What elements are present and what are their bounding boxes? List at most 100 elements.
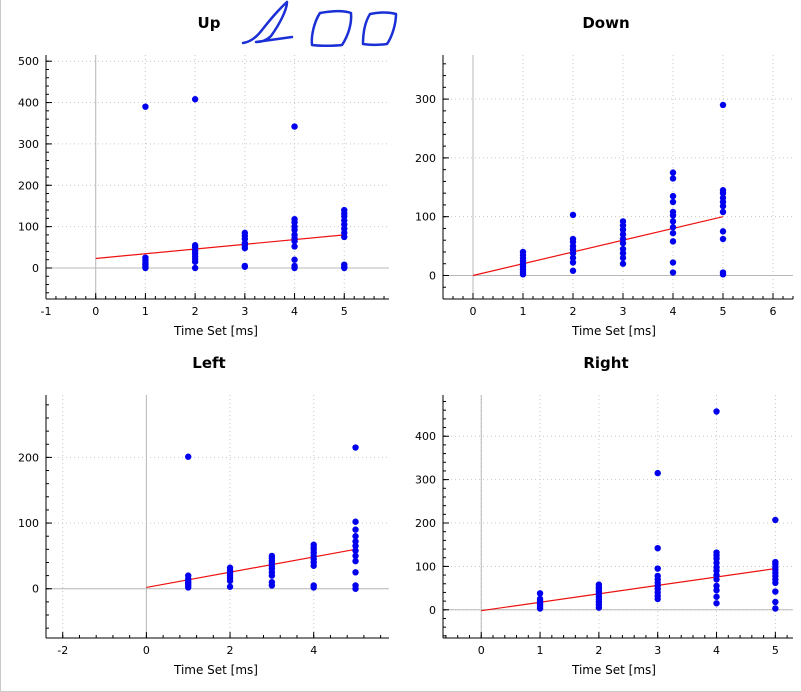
y-tick-label: 0 xyxy=(32,262,39,275)
y-tick-label: 0 xyxy=(32,583,39,596)
y-tick-label: 400 xyxy=(18,97,39,110)
data-point xyxy=(569,254,577,262)
data-point xyxy=(669,259,677,266)
data-point xyxy=(619,226,627,233)
data-point xyxy=(226,583,234,590)
x-tick-label: 4 xyxy=(291,305,298,318)
y-tick-label: 0 xyxy=(429,604,436,617)
plot-area-up: -1 0 1 2 3 4 5 0 100 200 300 400 500 xyxy=(18,55,389,318)
x-tick-label: 4 xyxy=(310,644,317,657)
chart-panel-left: Left -2 0 2 4 0 100 200 Time Set [ms] xyxy=(18,354,389,677)
data-point xyxy=(569,211,577,219)
data-point xyxy=(268,582,276,589)
x-tick-label: -1 xyxy=(41,305,52,318)
data-point xyxy=(772,605,779,612)
data-point xyxy=(669,238,677,245)
data-point xyxy=(352,552,359,560)
y-tick-label: 200 xyxy=(415,517,436,530)
chart-title: Down xyxy=(582,14,629,32)
chart-title: Up xyxy=(198,14,221,32)
y-tick-label: 100 xyxy=(18,517,39,530)
x-tick-label: 2 xyxy=(192,305,199,318)
x-tick-label: 5 xyxy=(720,305,727,318)
data-point xyxy=(619,260,627,267)
chart-panel-right: Right 0 1 2 3 4 5 0 100 200 300 400 Time Set [ms] xyxy=(415,354,793,677)
data-point xyxy=(669,198,677,206)
x-tick-label: 3 xyxy=(654,644,661,657)
trend-line xyxy=(95,234,345,260)
data-point xyxy=(669,218,677,225)
x-tick-label: 5 xyxy=(341,305,348,318)
x-axis-label: Time Set [ms] xyxy=(173,663,258,677)
data-point xyxy=(241,244,249,252)
y-tick-label: 500 xyxy=(18,55,39,68)
data-point xyxy=(352,569,359,576)
data-point xyxy=(569,259,577,266)
x-tick-label: 1 xyxy=(520,305,527,318)
x-tick-label: 0 xyxy=(470,305,477,318)
y-tick-label: 200 xyxy=(18,451,39,464)
data-point xyxy=(352,542,359,550)
frame-left-border xyxy=(0,0,1,692)
x-tick-label: -2 xyxy=(57,644,68,657)
data-point xyxy=(669,224,677,231)
x-tick-label: 2 xyxy=(595,644,602,657)
plot-area-left: -2 0 2 4 0 100 200 xyxy=(18,395,389,657)
chart-title: Right xyxy=(583,354,628,372)
chart-title: Left xyxy=(192,354,225,372)
data-point xyxy=(341,264,348,272)
trend-line xyxy=(472,216,724,277)
data-point xyxy=(719,202,727,210)
data-point xyxy=(191,96,199,103)
data-point xyxy=(772,516,779,524)
data-point xyxy=(310,562,317,569)
x-axis-label: Time Set [ms] xyxy=(571,663,656,677)
data-point xyxy=(713,587,720,594)
data-point xyxy=(291,237,298,245)
y-tick-label: 0 xyxy=(429,269,436,282)
data-point xyxy=(654,565,661,572)
data-point xyxy=(772,588,779,595)
data-point xyxy=(719,189,727,197)
x-tick-label: 6 xyxy=(770,305,777,318)
x-tick-label: 0 xyxy=(143,644,150,657)
data-point xyxy=(719,271,727,278)
x-tick-label: 2 xyxy=(227,644,234,657)
x-tick-label: 2 xyxy=(570,305,577,318)
data-point xyxy=(291,264,298,272)
data-point xyxy=(595,604,603,611)
data-point xyxy=(142,264,149,272)
data-point xyxy=(352,526,359,533)
data-point xyxy=(669,269,677,276)
x-tick-label: 5 xyxy=(772,644,779,657)
y-tick-label: 200 xyxy=(415,152,436,165)
data-point xyxy=(352,585,359,592)
x-axis-label: Time Set [ms] xyxy=(571,324,656,338)
data-point xyxy=(619,231,627,238)
trend-line xyxy=(481,567,776,612)
data-point xyxy=(713,600,720,607)
x-tick-label: 0 xyxy=(478,644,485,657)
x-tick-label: 4 xyxy=(670,305,677,318)
trend-line xyxy=(146,548,356,589)
data-point xyxy=(619,239,627,247)
data-point xyxy=(569,249,577,257)
data-point xyxy=(226,577,234,585)
data-point xyxy=(352,547,359,554)
data-point xyxy=(719,235,727,243)
data-point xyxy=(352,444,359,451)
x-tick-label: 1 xyxy=(537,644,544,657)
y-tick-label: 300 xyxy=(415,474,436,487)
data-point xyxy=(191,264,199,272)
data-point xyxy=(669,229,677,237)
data-point xyxy=(352,557,359,565)
data-point xyxy=(654,544,661,552)
plot-area-right: 0 1 2 3 4 5 0 100 200 300 400 xyxy=(415,395,793,657)
x-tick-label: 1 xyxy=(142,305,149,318)
data-point xyxy=(352,533,359,540)
x-tick-label: 0 xyxy=(92,305,99,318)
data-point xyxy=(719,228,727,235)
chart-panel-down: Down 0 1 2 3 4 5 6 0 100 200 300 Time Set [ms] xyxy=(415,14,794,338)
data-point xyxy=(352,518,359,525)
